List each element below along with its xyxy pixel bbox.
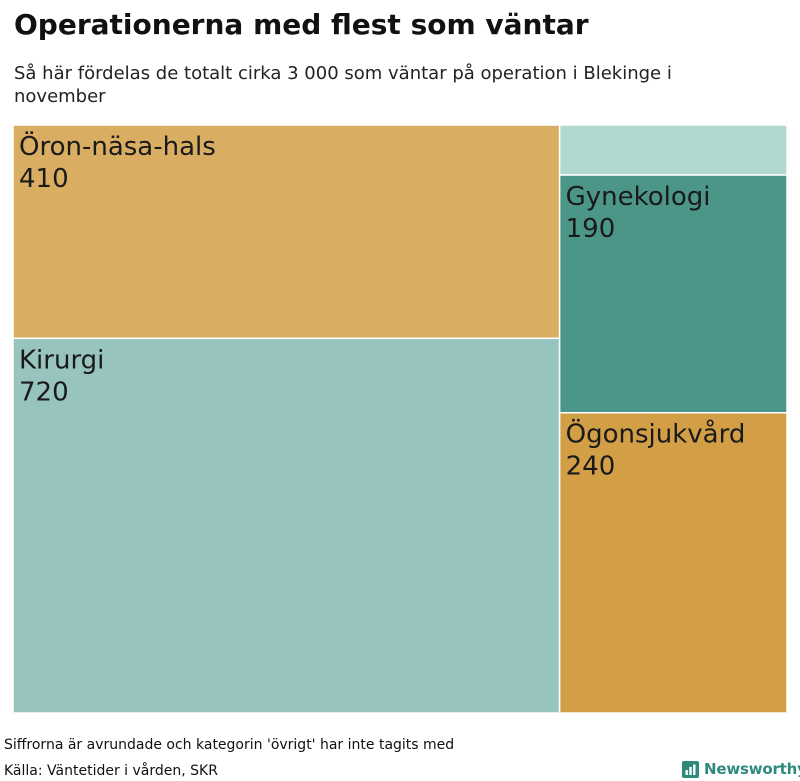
tile-category-label: Ögonsjukvård	[566, 418, 746, 450]
brand-name: Newsworthy	[704, 760, 800, 778]
tile-value-label: 190	[566, 214, 616, 244]
treemap-tile-2	[558, 124, 788, 176]
treemap-tile-1	[12, 337, 561, 714]
treemap-tile-3	[558, 174, 788, 414]
tile-value-label: 720	[19, 377, 69, 407]
tile-category-label: Öron-näsa-hals	[19, 130, 216, 162]
brand-logo: Newsworthy	[682, 758, 800, 780]
tile-category-label: Kirurgi	[19, 345, 104, 375]
treemap-tile-4	[558, 411, 788, 714]
tile-value-label: 410	[19, 164, 69, 194]
chart-subtitle: Så här fördelas de totalt cirka 3 000 so…	[14, 63, 672, 107]
tile-value-label: 240	[566, 452, 616, 482]
treemap-tile-0	[12, 124, 561, 340]
chart-title: Operationerna med flest som väntar	[14, 8, 589, 41]
footnote: Siffrorna är avrundade och kategorin 'öv…	[4, 737, 455, 753]
tile-category-label: Gynekologi	[566, 182, 711, 212]
source-note: Källa: Väntetider i vården, SKR	[4, 763, 218, 779]
bar-chart-icon	[682, 760, 699, 778]
